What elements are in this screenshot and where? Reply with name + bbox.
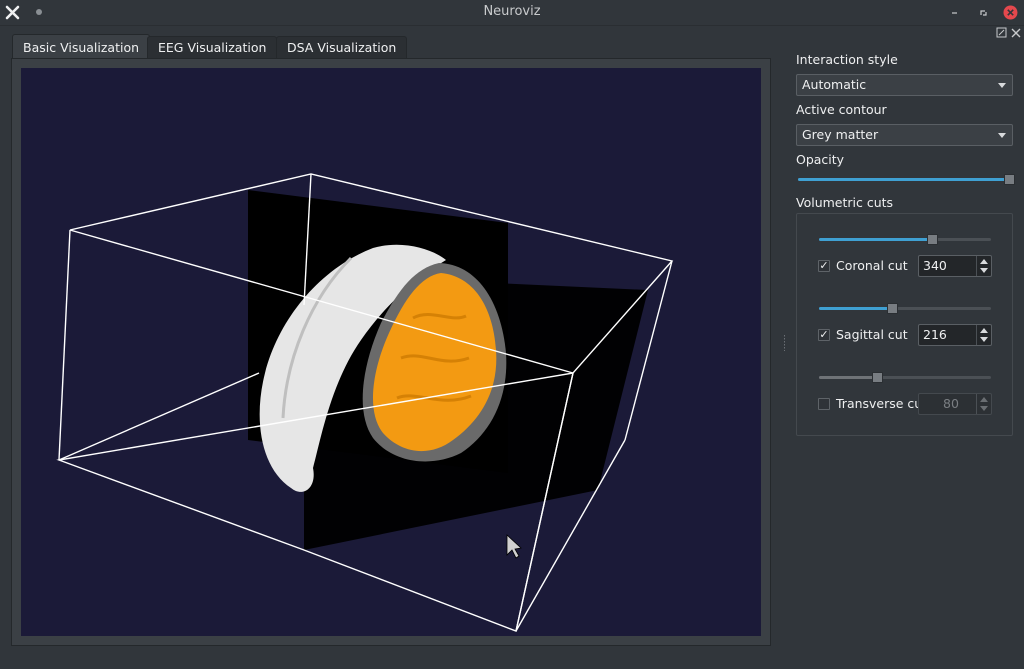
interaction-style-label: Interaction style [796, 52, 898, 67]
sagittal-cut-slider[interactable] [819, 302, 991, 316]
active-contour-label: Active contour [796, 102, 887, 117]
sagittal-slider-handle[interactable] [887, 303, 898, 314]
bounding-box [56, 173, 674, 632]
dock-float-close-icons[interactable] [996, 27, 1022, 39]
spin-down-icon[interactable] [980, 268, 988, 273]
coronal-cut-label: Coronal cut [836, 258, 908, 273]
sagittal-cut-checkbox[interactable]: ✓ [818, 328, 830, 341]
head-skin-surface [259, 244, 446, 492]
tab-dsa-visualization[interactable]: DSA Visualization [276, 36, 408, 58]
transverse-cut-checkbox[interactable] [818, 398, 830, 410]
coronal-slider-handle[interactable] [927, 234, 938, 245]
coronal-cut-value: 340 [923, 258, 947, 273]
brain-3d-render[interactable] [21, 68, 761, 636]
cursor-icon [506, 534, 522, 559]
opacity-slider-fill [798, 178, 1009, 181]
volumetric-cuts-label: Volumetric cuts [796, 195, 894, 210]
sagittal-cut-value: 216 [923, 327, 947, 342]
transverse-slider-handle[interactable] [872, 372, 883, 383]
spin-down-icon[interactable] [980, 337, 988, 342]
spin-down-icon[interactable] [980, 406, 988, 411]
volumetric-cuts-group [796, 213, 1013, 436]
transverse-cut-spinbox[interactable]: 80 [918, 393, 992, 415]
restore-icon[interactable] [975, 4, 992, 21]
spin-up-icon[interactable] [980, 328, 988, 333]
active-contour-value: Grey matter [802, 127, 879, 142]
interaction-style-combo[interactable]: Automatic [796, 74, 1013, 96]
tab-eeg-visualization[interactable]: EEG Visualization [147, 36, 278, 58]
transverse-cut-label: Transverse cut [836, 396, 928, 411]
chevron-down-icon [998, 83, 1006, 88]
splitter-handle[interactable] [783, 335, 786, 351]
coronal-cut-slider[interactable] [819, 233, 991, 247]
minimize-icon[interactable] [946, 4, 963, 21]
spin-up-icon[interactable] [980, 259, 988, 264]
opacity-label: Opacity [796, 152, 845, 167]
active-contour-combo[interactable]: Grey matter [796, 124, 1013, 146]
title-bar: Neuroviz [0, 0, 1024, 26]
status-area [0, 650, 1024, 669]
tab-basic-visualization[interactable]: Basic Visualization [12, 34, 151, 59]
pin-icon[interactable] [36, 9, 42, 15]
sagittal-cut-label: Sagittal cut [836, 327, 908, 342]
window-title: Neuroviz [483, 4, 541, 19]
sagittal-cut-spinbox[interactable]: 216 [918, 324, 992, 346]
close-icon[interactable] [1002, 4, 1019, 21]
coronal-cut-checkbox[interactable]: ✓ [818, 259, 830, 272]
interaction-style-value: Automatic [802, 77, 867, 92]
opacity-slider[interactable] [798, 173, 1015, 187]
transverse-cut-slider[interactable] [819, 371, 991, 385]
chevron-down-icon [998, 133, 1006, 138]
coronal-cut-spinbox[interactable]: 340 [918, 255, 992, 277]
opacity-slider-handle[interactable] [1004, 174, 1015, 185]
transverse-cut-value: 80 [943, 396, 959, 411]
spin-up-icon[interactable] [980, 397, 988, 402]
app-close-icon[interactable] [4, 4, 21, 21]
render-viewport[interactable] [21, 68, 761, 636]
